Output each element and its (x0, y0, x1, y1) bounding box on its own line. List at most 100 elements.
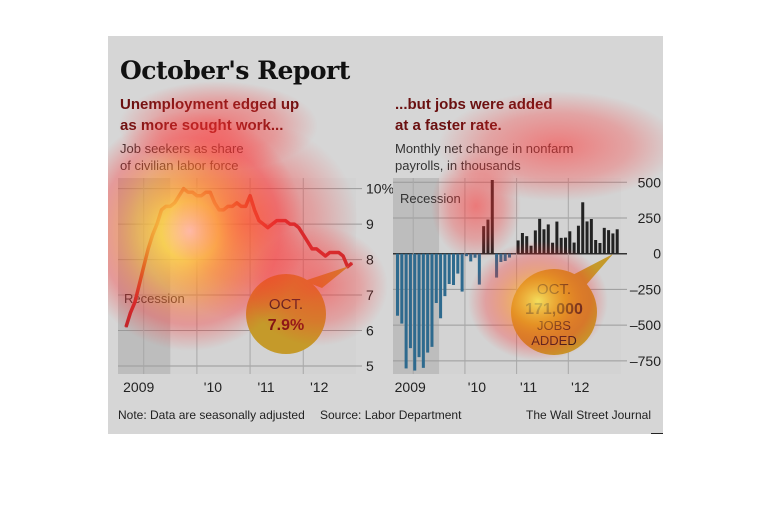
unemployment-point (329, 251, 331, 254)
left-xtick-label: '11 (257, 379, 274, 395)
payroll-bar (559, 237, 563, 254)
unemployment-point (138, 283, 140, 286)
unemployment-point (227, 205, 229, 207)
payroll-bar (482, 226, 486, 254)
footer-brand: The Wall Street Journal (526, 408, 651, 422)
unemployment-point (333, 251, 335, 254)
left-ytick-label: 9 (366, 216, 374, 232)
unemployment-point (338, 251, 340, 254)
right-xtick-label: '11 (520, 379, 537, 395)
unemployment-point (222, 209, 225, 211)
payroll-bar (400, 253, 404, 324)
right-xtick-label: 2009 (395, 379, 426, 395)
unemployment-point (315, 248, 318, 250)
unemployment-point (205, 191, 207, 193)
payroll-bar (413, 253, 417, 371)
payroll-bar (568, 231, 572, 254)
payroll-bar (426, 253, 430, 353)
right-ytick-label: –750 (630, 353, 661, 369)
unemployment-point (271, 223, 273, 225)
left-ytick-label: 7 (366, 287, 374, 303)
payroll-bar (434, 253, 438, 303)
payroll-bar (456, 253, 460, 274)
unemployment-point (196, 195, 198, 197)
unemployment-point (280, 219, 282, 222)
payroll-bar (408, 253, 412, 349)
unemployment-point (267, 227, 269, 229)
right-ytick-label: 500 (638, 174, 662, 190)
payroll-bar (533, 230, 537, 254)
unemployment-point (320, 251, 322, 254)
payroll-bar (525, 236, 529, 254)
payroll-bar (576, 225, 580, 254)
unemployment-point (143, 266, 145, 268)
payroll-bar (417, 253, 421, 358)
right-callout-value: 171,000 (525, 301, 583, 318)
unemployment-point (324, 255, 327, 257)
unemployment-point (298, 227, 300, 229)
unemployment-point (187, 191, 189, 193)
payroll-bar (546, 224, 550, 254)
left-callout-bubble (246, 274, 326, 354)
unemployment-point (147, 248, 149, 250)
payroll-bar (473, 253, 477, 258)
unemployment-point (351, 262, 353, 264)
right-ytick-label: –500 (630, 317, 661, 333)
unemployment-point (129, 312, 132, 314)
payroll-bar (477, 253, 481, 285)
unemployment-point (293, 223, 295, 225)
right-callout-line3: JOBS (537, 318, 571, 333)
payroll-bar (594, 240, 598, 254)
unemployment-point (253, 209, 256, 211)
unemployment-point (249, 195, 251, 197)
payroll-bar (555, 221, 559, 254)
payroll-bar (396, 253, 400, 316)
payroll-bar (464, 253, 468, 257)
payroll-bar (602, 227, 606, 254)
payroll-bar (495, 253, 499, 278)
payroll-bar (529, 245, 533, 254)
footer-note: Note: Data are seasonally adjusted (118, 408, 305, 422)
payroll-bar (607, 230, 611, 254)
unemployment-point (284, 219, 287, 222)
unemployment-point (200, 195, 202, 197)
payroll-bar (443, 253, 447, 297)
unemployment-point (236, 202, 238, 204)
unemployment-point (311, 248, 313, 250)
unemployment-point (342, 255, 344, 257)
right-ytick-label: –250 (630, 281, 661, 297)
unemployment-point (214, 202, 216, 204)
left-callout-value: 7.9% (268, 317, 304, 334)
payroll-bar (564, 237, 568, 254)
payroll-bar (598, 243, 602, 254)
payroll-bar (538, 218, 542, 254)
unemployment-point (191, 191, 194, 193)
report-title: October's Report (120, 56, 350, 85)
charts-svg: 10% 9 8 7 6 5 2009 '10 '11 '12 Recession OCT. 7.9% 5… (118, 174, 662, 395)
payroll-bar (430, 253, 434, 347)
unemployment-point (174, 202, 176, 204)
unemployment-point (169, 205, 171, 207)
footer-source: Source: Labor Department (320, 408, 462, 422)
right-xtick-label: '12 (571, 379, 589, 395)
payroll-bar (581, 202, 585, 254)
right-recession-label: Recession (400, 191, 461, 206)
unemployment-point (307, 241, 309, 243)
unemployment-point (151, 234, 154, 236)
payroll-bar (452, 253, 456, 285)
unemployment-point (209, 191, 211, 193)
payroll-bar (447, 253, 451, 284)
unemployment-point (178, 195, 180, 197)
unemployment-point (183, 188, 185, 190)
unemployment-point (160, 209, 163, 211)
payroll-bar (585, 221, 589, 254)
payroll-bar (512, 253, 516, 255)
chart-card: October's Report Unemployment edged up a… (108, 36, 663, 434)
left-ytick-label: 10% (366, 181, 394, 197)
right-ytick-label: 0 (653, 246, 661, 262)
unemployment-point (240, 205, 242, 207)
payroll-bar (615, 229, 619, 254)
unemployment-point (289, 223, 291, 225)
unemployment-point (231, 205, 233, 207)
